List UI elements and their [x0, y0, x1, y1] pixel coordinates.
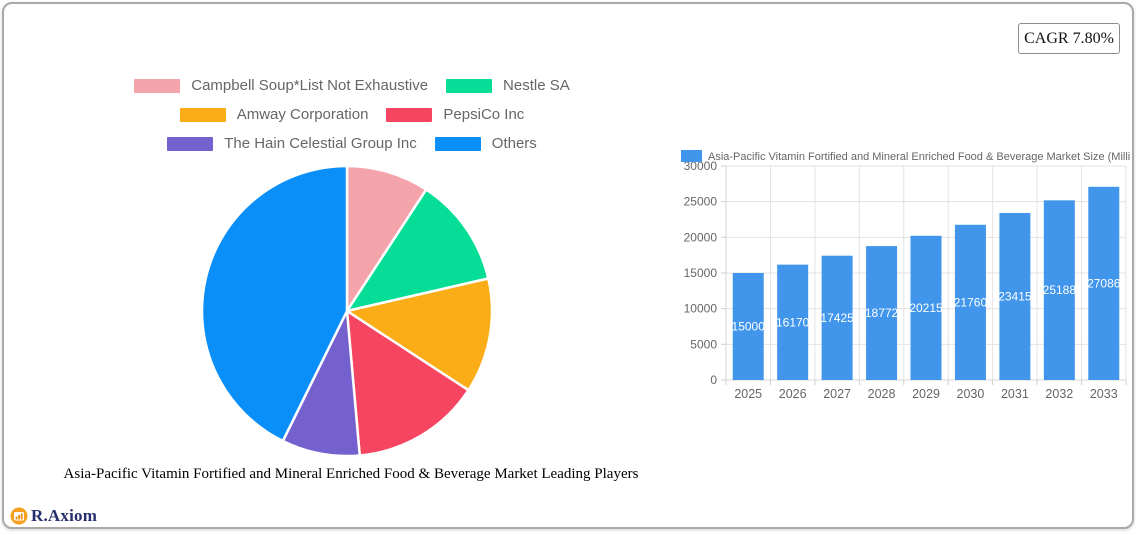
legend-item: Amway Corporation — [179, 106, 369, 123]
bar-2033 — [1088, 186, 1120, 380]
x-tick-label: 2029 — [912, 387, 940, 401]
x-tick-label: 2033 — [1090, 387, 1118, 401]
legend-swatch — [179, 107, 226, 122]
logo-text: R.Axiom — [31, 506, 98, 525]
bar-value-label: 20215 — [909, 301, 943, 315]
legend-label: Campbell Soup*List Not Exhaustive — [191, 77, 429, 94]
x-tick-label: 2030 — [957, 387, 985, 401]
bar-value-label: 18772 — [865, 306, 899, 320]
y-tick-label: 5000 — [690, 337, 717, 351]
pie-legend: Campbell Soup*List Not Exhaustive Nestle … — [40, 78, 664, 165]
bar-legend-label: Asia-Pacific Vitamin Fortified and Miner… — [708, 151, 1130, 163]
bar-value-label: 21760 — [954, 295, 988, 309]
pie-legend-row: The Hain Celestial Group Inc Others — [40, 136, 664, 151]
y-tick-label: 10000 — [684, 302, 718, 316]
bar-2032 — [1043, 200, 1075, 380]
x-tick-label: 2026 — [779, 387, 807, 401]
x-tick-label: 2031 — [1001, 387, 1029, 401]
y-tick-label: 20000 — [684, 230, 718, 244]
x-tick-label: 2032 — [1045, 387, 1073, 401]
legend-item: Campbell Soup*List Not Exhaustive — [134, 78, 428, 93]
legend-swatch — [134, 78, 181, 93]
legend-swatch — [386, 107, 433, 122]
bar-2028 — [866, 246, 898, 380]
legend-item: The Hain Celestial Group Inc — [167, 136, 417, 151]
y-tick-label: 30000 — [684, 159, 718, 173]
legend-label: The Hain Celestial Group Inc — [224, 135, 417, 152]
bar-2029 — [910, 235, 942, 380]
legend-item: Others — [434, 135, 537, 152]
legend-swatch — [434, 136, 481, 151]
legend-label: PepsiCo Inc — [443, 106, 525, 123]
legend-label: Others — [491, 135, 537, 152]
bar-value-label: 23415 — [998, 289, 1032, 303]
y-tick-label: 25000 — [684, 195, 718, 209]
pie-legend-row: Amway Corporation PepsiCo Inc — [40, 107, 664, 122]
pie-slice-5 — [200, 164, 349, 443]
bar-value-label: 15000 — [732, 320, 766, 334]
bar-2027 — [821, 255, 853, 380]
y-tick-label: 0 — [710, 373, 717, 387]
legend-item: Nestle SA — [446, 78, 570, 93]
bar-2030 — [954, 224, 986, 380]
report-card: CAGR 7.80% Campbell Soup*List Not Exhaus… — [2, 2, 1134, 529]
pie-chart — [200, 164, 494, 458]
x-tick-label: 2025 — [734, 387, 762, 401]
pie-slice-1 — [345, 188, 490, 313]
bar-value-label: 27086 — [1087, 276, 1121, 290]
bar-2031 — [999, 212, 1031, 380]
x-tick-label: 2027 — [823, 387, 851, 401]
bar-2026 — [777, 264, 809, 380]
legend-swatch — [446, 78, 493, 93]
logo-growth-chart-icon — [10, 507, 28, 525]
legend-item: PepsiCo Inc — [386, 107, 524, 122]
pie-slice-2 — [345, 277, 494, 392]
pie-slice-0 — [345, 164, 428, 313]
bar-2025 — [732, 273, 764, 380]
bar-value-label: 16170 — [776, 315, 810, 329]
bar-chart: 0 5000 10000 15000 20000 25000 30000 2025 2026 20… — [681, 150, 1130, 401]
cagr-badge: CAGR 7.80% — [1018, 23, 1120, 54]
bar-value-label: 17425 — [820, 311, 854, 325]
pie-legend-row: Campbell Soup*List Not Exhaustive Nestle … — [40, 78, 664, 93]
legend-label: Nestle SA — [503, 77, 570, 94]
cagr-value: CAGR 7.80% — [1024, 29, 1114, 47]
pie-chart-title: Asia-Pacific Vitamin Fortified and Miner… — [63, 466, 639, 482]
y-tick-label: 15000 — [684, 266, 718, 280]
pie-slice-3 — [345, 309, 470, 457]
legend-label: Amway Corporation — [236, 106, 369, 123]
logo: R.Axiom — [10, 506, 97, 526]
bar-legend-swatch — [681, 150, 702, 162]
x-tick-label: 2028 — [868, 387, 896, 401]
legend-swatch — [167, 136, 214, 151]
bar-value-label: 25188 — [1043, 283, 1077, 297]
